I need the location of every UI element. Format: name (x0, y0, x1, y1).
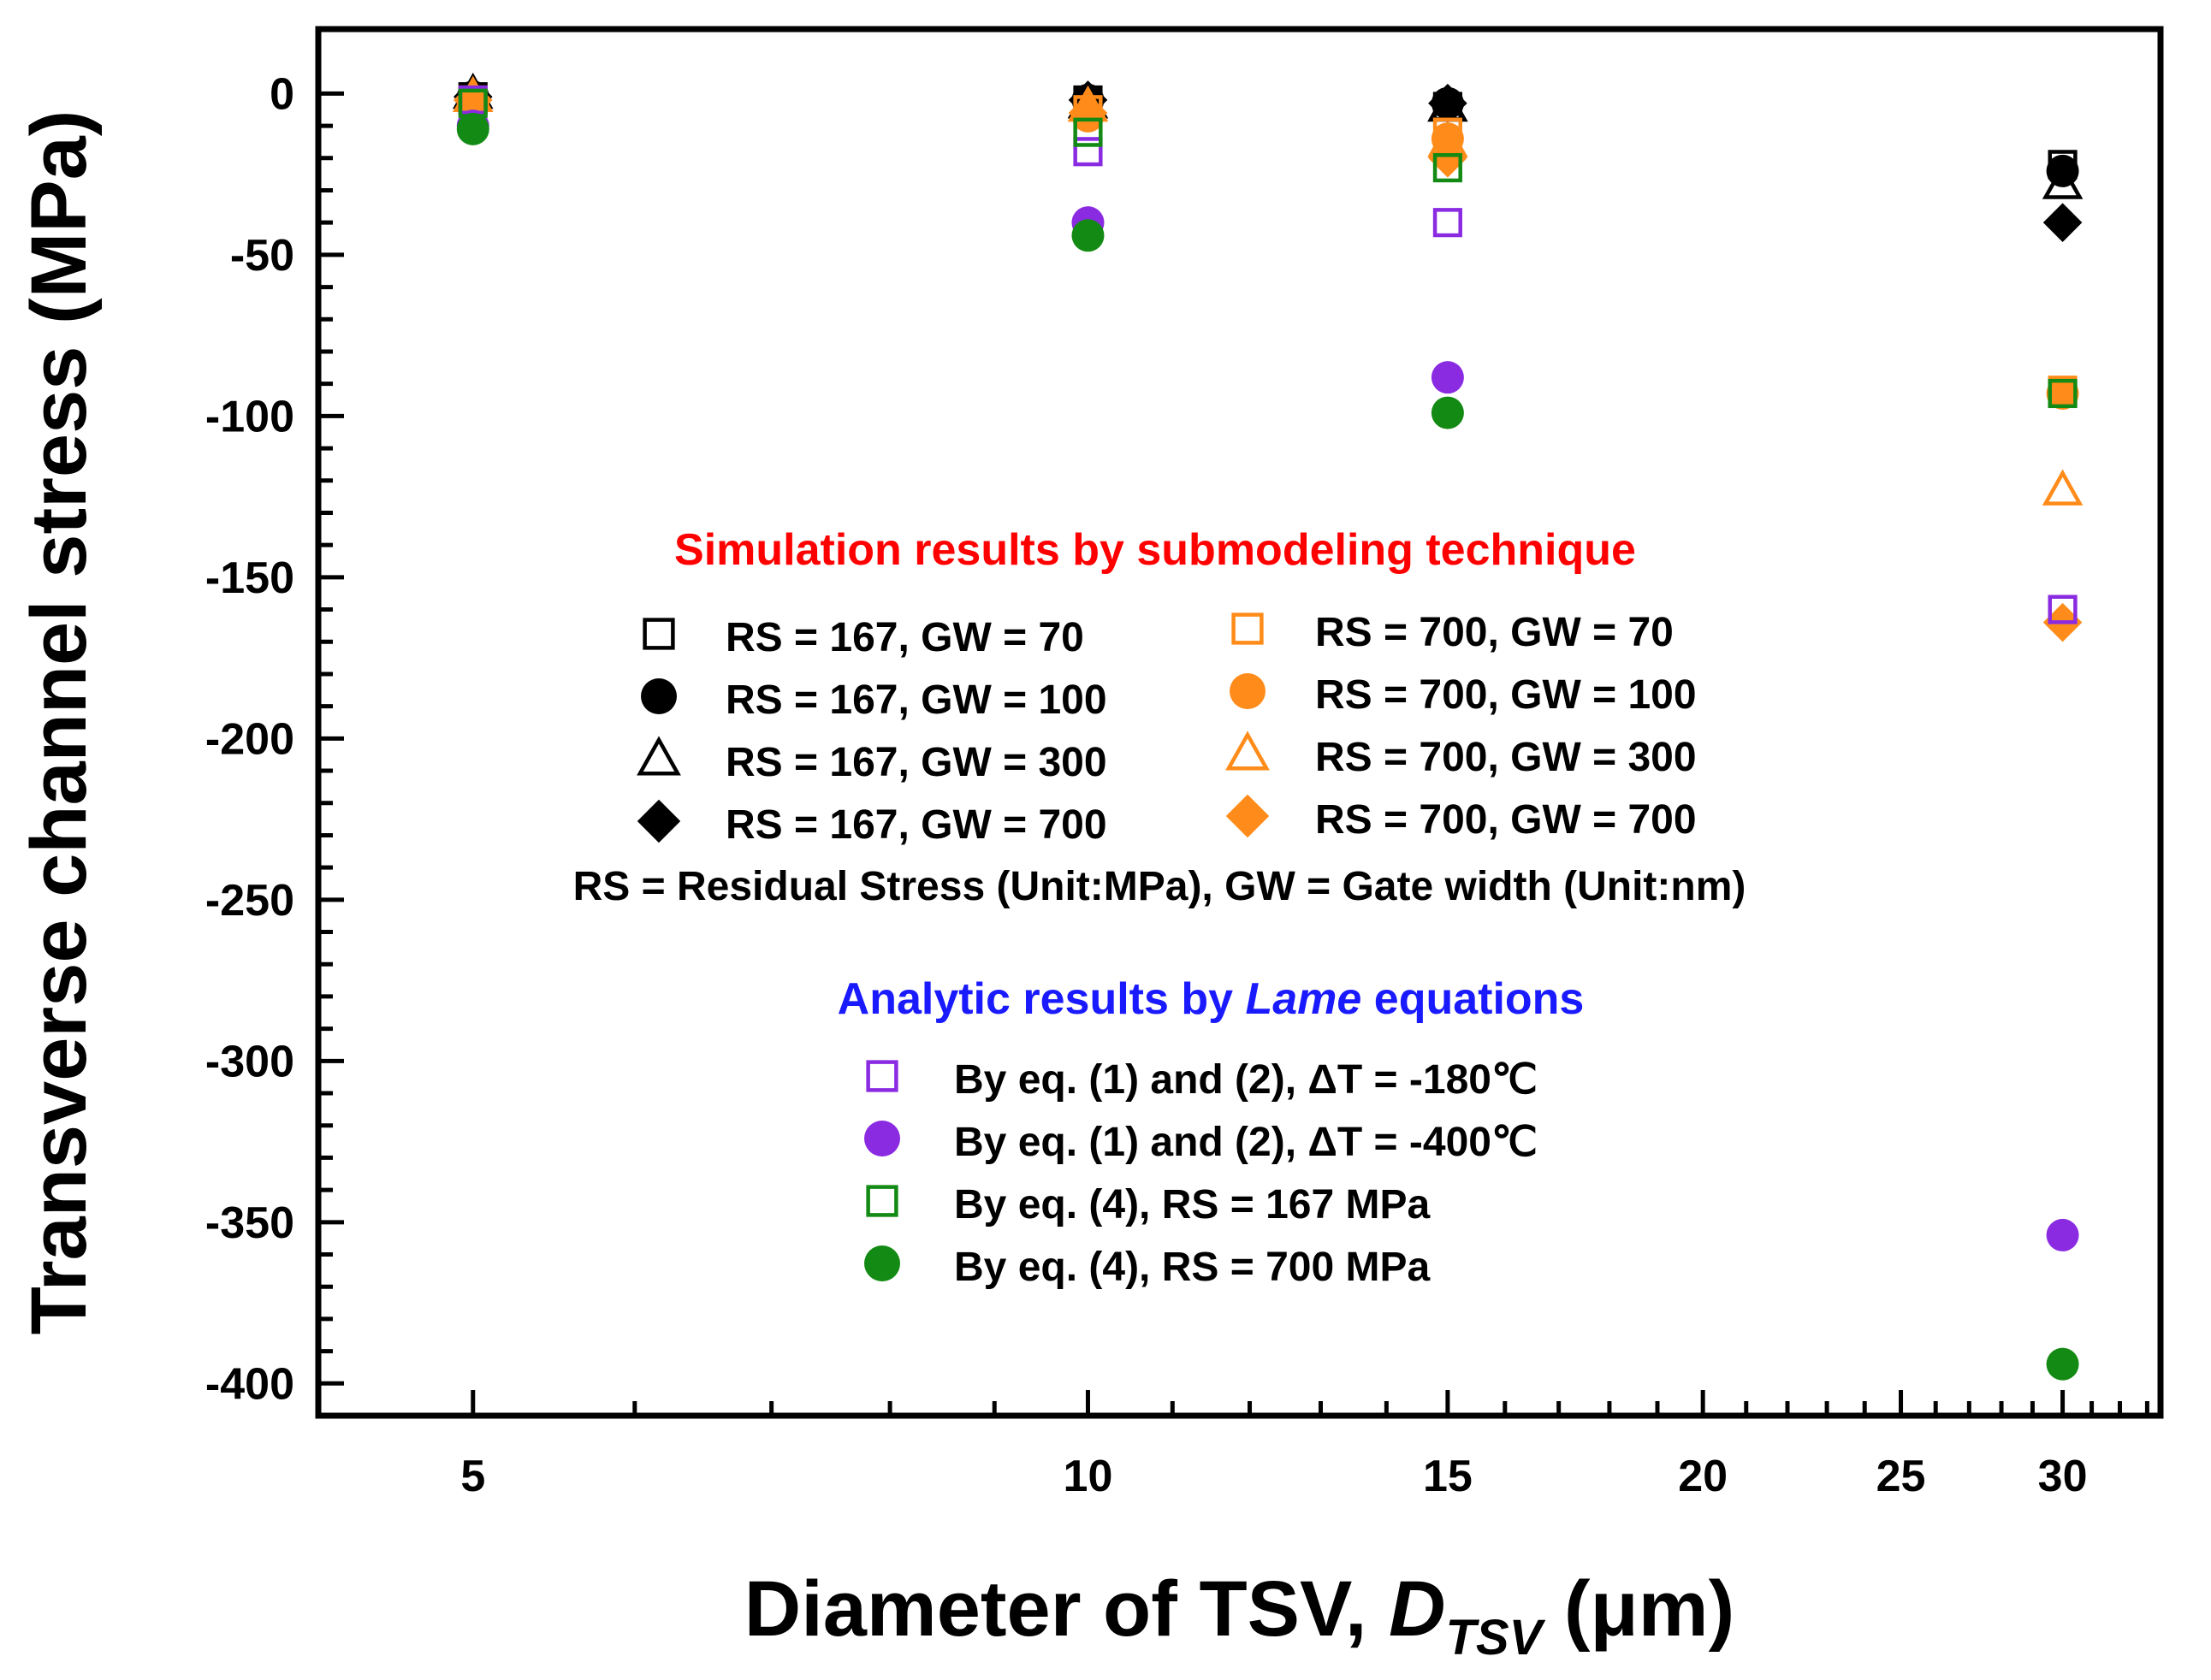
series-0 (458, 82, 2078, 180)
y-tick-label: -400 (205, 1359, 294, 1409)
data-point (2042, 203, 2083, 242)
legend-marker (1225, 794, 1270, 838)
y-tick-label: 0 (270, 69, 294, 119)
legend-label: By eq. (4), RS = 167 MPa (954, 1182, 1431, 1227)
data-point (1431, 396, 1464, 429)
legend-marker (866, 1185, 898, 1217)
legend-item: RS = 167, GW = 700 (637, 799, 1107, 848)
legend-label: RS = 167, GW = 70 (726, 615, 1084, 660)
legend-marker (866, 1060, 898, 1092)
y-tick-label: -300 (205, 1037, 294, 1086)
data-point (1431, 361, 1464, 394)
legend-marker (864, 1121, 900, 1156)
x-axis-title: Diameter of TSV, DTSV (μm) (744, 1565, 1735, 1665)
legend: Simulation results by submodeling techni… (573, 525, 1746, 1290)
legend-item: By eq. (4), RS = 700 MPa (864, 1245, 1431, 1290)
legend-label: By eq. (1) and (2), ΔT = -180℃ (954, 1057, 1538, 1103)
data-point (1432, 153, 1462, 183)
legend-item: RS = 167, GW = 70 (643, 615, 1084, 660)
data-point (1073, 137, 1103, 167)
series-11 (456, 112, 2079, 1381)
data-point (1432, 208, 1462, 238)
data-points (452, 72, 2084, 1381)
series-3 (453, 77, 2083, 242)
series-4 (458, 85, 2078, 405)
data-point (456, 112, 489, 145)
legend-label: By eq. (4), RS = 700 MPa (954, 1245, 1431, 1290)
data-point (2048, 378, 2078, 409)
legend-analytic-heading: Analytic results by Lame equations (838, 974, 1585, 1024)
legend-label: RS = 700, GW = 70 (1315, 610, 1674, 655)
legend-marker (1231, 612, 1264, 645)
series-5 (456, 86, 2079, 410)
plot-frame (315, 26, 2164, 1419)
legend-rs-note: RS = Residual Stress (Unit:MPa), GW = Ga… (573, 864, 1746, 909)
legend-marker (637, 799, 681, 843)
legend-marker (1225, 731, 1270, 771)
legend-item: By eq. (4), RS = 167 MPa (866, 1182, 1431, 1227)
series-2 (452, 72, 2084, 199)
data-point (2046, 376, 2079, 410)
x-tick-label: 30 (2038, 1452, 2088, 1501)
legend-label: RS = 167, GW = 300 (726, 740, 1107, 785)
legend-label: RS = 700, GW = 700 (1315, 797, 1697, 843)
legend-item: By eq. (1) and (2), ΔT = -180℃ (866, 1057, 1538, 1103)
legend-label: RS = 700, GW = 300 (1315, 735, 1697, 780)
legend-item: RS = 700, GW = 70 (1231, 610, 1674, 655)
data-point (2042, 469, 2084, 506)
y-axis-title: Transverse channel stress (MPa) (15, 110, 103, 1335)
x-tick-label: 10 (1064, 1452, 1113, 1501)
legend-item: RS = 167, GW = 300 (637, 736, 1107, 785)
legend-label: RS = 167, GW = 700 (726, 802, 1107, 848)
legend-item: RS = 167, GW = 100 (641, 677, 1107, 723)
y-tick-label: -250 (205, 876, 294, 926)
data-point (1068, 93, 1108, 133)
data-point (1071, 219, 1105, 252)
legend-item: RS = 700, GW = 700 (1225, 794, 1697, 843)
data-point (2046, 1218, 2079, 1251)
x-tick-label: 5 (460, 1452, 485, 1501)
legend-item: RS = 700, GW = 100 (1230, 672, 1697, 718)
data-point (2042, 163, 2084, 199)
y-tick-label: -100 (205, 392, 294, 441)
legend-marker (641, 678, 677, 714)
legend-label: RS = 700, GW = 100 (1315, 672, 1697, 718)
legend-label: RS = 167, GW = 100 (726, 677, 1107, 723)
legend-marker (1230, 673, 1266, 709)
data-point (2048, 595, 2078, 624)
data-point (1073, 117, 1103, 147)
series-1 (456, 80, 2079, 187)
y-tick-label: -50 (230, 231, 294, 281)
data-point (1428, 83, 1467, 123)
data-point (458, 88, 488, 118)
legend-item: RS = 700, GW = 300 (1225, 731, 1697, 780)
data-point (2046, 154, 2079, 187)
legend-simulation-heading: Simulation results by submodeling techni… (674, 525, 1636, 575)
x-tick-label: 20 (1678, 1452, 1728, 1501)
series-10 (458, 88, 2078, 409)
data-point (2046, 1347, 2079, 1381)
x-tick-label: 25 (1876, 1452, 1926, 1501)
legend-marker (643, 618, 675, 650)
legend-marker (864, 1245, 900, 1281)
data-point (1428, 138, 1467, 178)
y-tick-label: -200 (205, 714, 294, 764)
legend-label: By eq. (1) and (2), ΔT = -400℃ (954, 1120, 1538, 1165)
series-6 (452, 75, 2084, 506)
y-tick-label: -350 (205, 1198, 294, 1248)
x-tick-label: 15 (1423, 1452, 1473, 1501)
legend-marker (637, 736, 681, 776)
legend-item: By eq. (1) and (2), ΔT = -400℃ (864, 1120, 1538, 1165)
y-tick-label: -150 (205, 553, 294, 603)
